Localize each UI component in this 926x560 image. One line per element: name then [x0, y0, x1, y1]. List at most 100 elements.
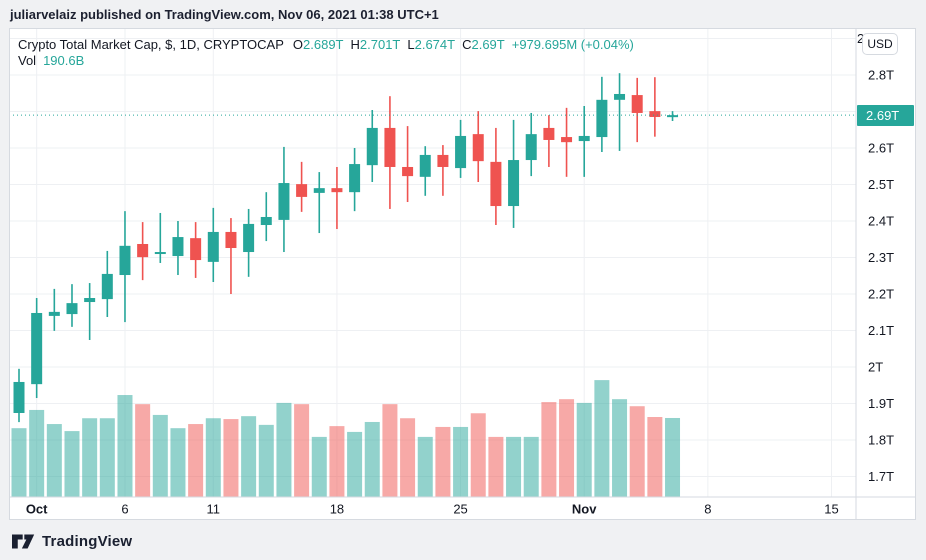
candle[interactable]	[84, 298, 96, 303]
volume-bar[interactable]	[417, 436, 433, 497]
volume-bar[interactable]	[11, 428, 27, 497]
candle[interactable]	[260, 216, 272, 226]
volume-bar[interactable]	[594, 380, 610, 497]
volume-bar[interactable]	[205, 418, 221, 497]
candle[interactable]	[543, 127, 555, 140]
price-tick-label: 2.1T	[868, 323, 894, 338]
candle[interactable]	[649, 111, 661, 117]
ohlc-low: L 2.674T	[407, 37, 456, 52]
candle[interactable]	[472, 134, 484, 162]
ohlc-close: C 2.69T	[462, 37, 505, 52]
candle[interactable]	[419, 154, 431, 177]
candle[interactable]	[614, 93, 626, 100]
volume-bar[interactable]	[311, 436, 327, 497]
last-price-label: 2.69T	[857, 105, 914, 126]
chart-panel[interactable]: 2.9T2.8T2.7T2.6T2.5T2.4T2.3T2.2T2.1T2T1.…	[9, 28, 916, 520]
time-tick-label: Oct	[26, 502, 48, 517]
candle[interactable]	[13, 381, 25, 413]
volume-bar[interactable]	[99, 418, 115, 497]
volume-bar[interactable]	[135, 404, 151, 497]
candle[interactable]	[437, 154, 449, 167]
candle[interactable]	[313, 188, 325, 193]
price-tick-label: 1.9T	[868, 396, 894, 411]
price-tick-label: 1.8T	[868, 433, 894, 448]
volume-bar[interactable]	[82, 418, 98, 497]
candle[interactable]	[384, 127, 396, 167]
candle[interactable]	[119, 245, 131, 276]
volume-bar[interactable]	[612, 399, 628, 497]
volume-bar[interactable]	[188, 424, 204, 497]
volume-bar[interactable]	[435, 426, 451, 497]
candle[interactable]	[667, 115, 679, 118]
candle[interactable]	[296, 184, 308, 197]
candle[interactable]	[561, 137, 573, 143]
legend-symbol-row[interactable]: Crypto Total Market Cap, $, 1D, CRYPTOCA…	[18, 37, 634, 52]
candle[interactable]	[455, 135, 467, 169]
volume-bar[interactable]	[152, 414, 168, 497]
candle[interactable]	[578, 135, 590, 142]
volume-bar[interactable]	[559, 399, 575, 497]
candle[interactable]	[243, 223, 255, 253]
candle[interactable]	[508, 160, 520, 207]
volume-bar[interactable]	[488, 436, 504, 497]
volume-bar[interactable]	[541, 402, 557, 497]
time-tick-label: 15	[824, 502, 838, 517]
candle[interactable]	[101, 273, 113, 300]
volume-bar[interactable]	[258, 424, 274, 497]
candle[interactable]	[331, 188, 343, 193]
candle[interactable]	[402, 166, 414, 177]
chart-legend[interactable]: Crypto Total Market Cap, $, 1D, CRYPTOCA…	[18, 37, 634, 68]
candle[interactable]	[349, 164, 361, 193]
candle[interactable]	[207, 231, 219, 262]
volume-bar[interactable]	[576, 402, 592, 497]
candlestick-chart[interactable]: 2.9T2.8T2.7T2.6T2.5T2.4T2.3T2.2T2.1T2T1.…	[9, 28, 916, 520]
tradingview-brand[interactable]: TradingView	[12, 529, 132, 553]
volume-bar[interactable]	[29, 409, 45, 497]
candle[interactable]	[366, 127, 378, 166]
candle[interactable]	[172, 237, 184, 257]
candle[interactable]	[225, 231, 237, 249]
time-tick-label: Nov	[572, 502, 597, 517]
candle[interactable]	[48, 311, 60, 316]
volume-bar[interactable]	[170, 428, 186, 497]
volume-bar[interactable]	[629, 406, 645, 497]
time-tick-label: 8	[704, 502, 711, 517]
volume-bar[interactable]	[223, 419, 239, 497]
symbol-title[interactable]: Crypto Total Market Cap, $, 1D, CRYPTOCA…	[18, 37, 284, 52]
candle[interactable]	[190, 238, 202, 261]
price-tick-label: 2.6T	[868, 141, 894, 156]
volume-bar[interactable]	[665, 417, 681, 497]
currency-toggle-button[interactable]: USD	[862, 33, 898, 55]
volume-bar[interactable]	[276, 402, 292, 497]
candle[interactable]	[631, 95, 643, 113]
price-tick-label: 2T	[868, 360, 883, 375]
volume-bar[interactable]	[382, 404, 398, 497]
volume-bar[interactable]	[294, 404, 310, 497]
volume-bar[interactable]	[329, 426, 345, 497]
volume-bar[interactable]	[117, 395, 133, 497]
chart-frame-border	[9, 28, 916, 520]
volume-bar[interactable]	[64, 431, 80, 497]
candle[interactable]	[137, 243, 149, 258]
candle[interactable]	[278, 183, 290, 220]
volume-bar[interactable]	[241, 416, 257, 497]
candle[interactable]	[154, 252, 166, 255]
time-tick-label: 6	[121, 502, 128, 517]
volume-bar[interactable]	[46, 424, 62, 497]
volume-bar[interactable]	[506, 436, 522, 497]
candle[interactable]	[66, 303, 78, 315]
volume-bar[interactable]	[470, 413, 486, 497]
candle[interactable]	[31, 312, 43, 385]
candle[interactable]	[596, 99, 608, 138]
volume-bar[interactable]	[364, 421, 380, 497]
volume-bar[interactable]	[523, 436, 539, 497]
candle[interactable]	[525, 134, 537, 161]
volume-bar[interactable]	[453, 426, 469, 497]
ohlc-open: O 2.689T	[292, 37, 344, 52]
volume-bar[interactable]	[647, 417, 663, 497]
legend-volume-row[interactable]: Vol 190.6B	[18, 53, 634, 68]
price-tick-label: 2.3T	[868, 250, 894, 265]
volume-bar[interactable]	[400, 418, 416, 497]
volume-bar[interactable]	[347, 431, 363, 497]
candle[interactable]	[490, 161, 502, 207]
